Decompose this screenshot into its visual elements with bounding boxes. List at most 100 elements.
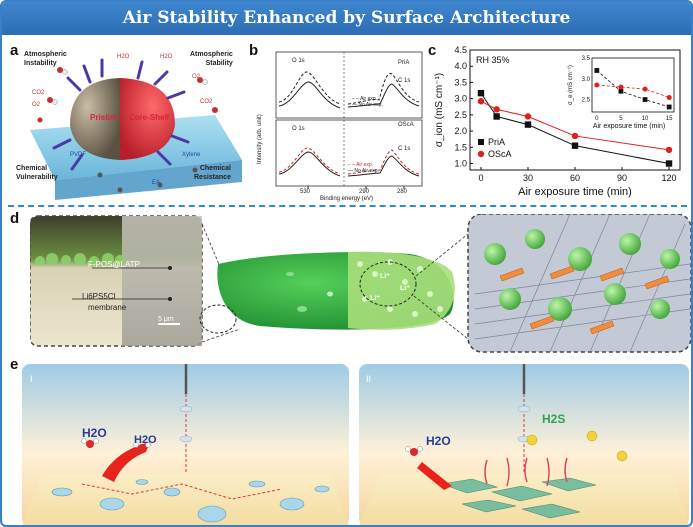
x-axis-label: Air exposure time (min) [518,186,632,198]
inset-x-tick-label: 0 [595,116,599,122]
layer-label: F-POS@LATP [88,260,140,269]
b-bot-legend: ‒ ‒ Air exp. — No Air exp. [348,162,379,174]
panel-b-label: b [249,42,259,59]
series-pria-point [665,160,673,167]
legend-marker-pria [478,139,484,145]
panel-c-chart: 0 30 60 90 120 1.0 1.5 2.0 2.5 3.0 3.5 4.0 4.5 Air ex… [434,45,681,198]
vulnerability-label: Chemical Vulnerability [16,165,58,181]
panel-a-illustration [30,58,242,200]
b-tick-280: 280 [397,189,408,195]
inset-series-osca-line [596,84,670,98]
stability-label: Atmospheric Stability [190,51,233,67]
inset-series-pria-point [594,68,600,73]
h2o-label-a: H2O [117,54,130,60]
series-pria-point [477,89,485,97]
b-top-c1s: C 1s [398,78,411,84]
series-osca-point [571,132,579,140]
b-top-legend: ‒ ‒ Air exp. — No Air exp. [352,96,383,108]
y-tick-label: 1.5 [454,142,467,152]
series-pria-point [493,113,500,120]
inset-y-axis-label: σ_e (mS cm⁻¹) [568,65,574,105]
legend-label-osca: OScA [488,149,512,159]
membrane-word: membrane [88,303,127,312]
inset-x-axis-label: Air exposure time (min) [593,123,665,130]
inset-series-osca-point [666,94,672,100]
e-left-h2o-b: H2O [134,434,157,446]
b-tick-290: 290 [359,189,370,195]
li-ion-label-3: Li⁺ [370,295,380,302]
b-bot-o1s: O 1s [292,126,305,132]
b-top-sample: PriA [398,60,410,66]
panel-e-label: e [10,356,19,373]
b-tick-530: 530 [300,189,311,195]
inset-y-tick-label: 3.0 [582,77,591,83]
co2-label-a: CO2 [32,90,45,96]
pvdf-label: PVDF [70,152,87,158]
coreshell-label: Core-Shell [129,113,170,122]
inset-frame [591,57,675,113]
inset-x-tick-label: 15 [666,116,673,122]
instability-label: Atmospheric Instability [24,51,67,67]
series-osca-point [493,106,500,113]
e-right-h2o: H2O [426,434,451,448]
y-axis-label: σ_ion (mS cm⁻¹) [434,73,445,147]
panel-b-xps-plots [275,51,423,189]
inset-series-pria-point [618,88,624,94]
figure-title: Air Stability Enhanced by Surface Archit… [2,2,691,35]
panel-d-illustration [30,214,691,353]
h2o-label-b: H2O [160,54,173,60]
series-osca-point [665,146,673,154]
inset-series-pria-point [642,97,648,102]
inset-series-osca-point [618,84,624,90]
series-osca-point [477,98,485,105]
e-left-h2o-a: H2O [82,426,107,440]
o2-label-a: O2 [32,102,41,108]
panel-d-label: d [10,210,20,227]
y-tick-label: 1.0 [454,159,467,169]
y-tick-label: 4.5 [454,45,467,55]
panel-a-label: a [10,42,19,59]
inset-series-pria-point [666,104,672,110]
x-tick-label: 30 [523,173,533,183]
series-pria-point [524,121,532,128]
y-tick-label: 4.0 [454,61,467,71]
b-bot-c1s: C 1s [398,146,411,152]
panel-b-xlabel: Binding energy (eV) [320,196,374,202]
x-tick-label: 120 [662,173,677,183]
y-tick-label: 3.5 [454,77,467,87]
rh-condition-label: RH 35% [476,55,510,65]
ea-label: EA [152,180,161,186]
x-tick-label: 0 [478,173,483,183]
x-tick-label: 90 [617,173,627,183]
panel-c-label: c [428,42,437,59]
legend-label-pria: PriA [488,137,505,147]
legend-marker-osca [477,150,485,158]
inset-x-tick-label: 5 [619,116,623,122]
series-pria-point [571,142,579,149]
pristine-label: Pristine [90,113,120,122]
co2-label-b: CO2 [200,99,213,105]
xylene-label: Xylene [182,152,201,158]
panel-e-roman-left: I [30,374,33,384]
scale-bar-label: 5 μm [158,316,174,323]
e-right-h2s: H2S [542,412,566,426]
inset-x-tick-label: 10 [642,116,649,122]
b-bot-sample: OScA [398,122,414,128]
li-ion-label-1: Li⁺ [380,273,390,280]
membrane-label: Li6PS5Cl [82,292,116,301]
inset-series-osca-point [594,82,600,88]
o2-label-b: O2 [192,74,201,80]
inset-series-osca-point [642,86,648,92]
panel-e-roman-right: II [366,374,372,384]
x-tick-label: 60 [570,173,580,183]
inset-series-pria-line [596,70,670,108]
y-tick-label: 2.5 [454,110,467,120]
inset-y-tick-label: 2.5 [582,98,591,104]
y-tick-label: 2.0 [454,126,467,136]
li-ion-label-2: Li⁺ [400,285,410,292]
panel-b-ylabel: Intensity (arb. unit) [257,114,263,164]
series-osca-point [524,113,532,120]
b-top-o1s: O 1s [292,58,305,64]
section-separator [8,205,687,207]
